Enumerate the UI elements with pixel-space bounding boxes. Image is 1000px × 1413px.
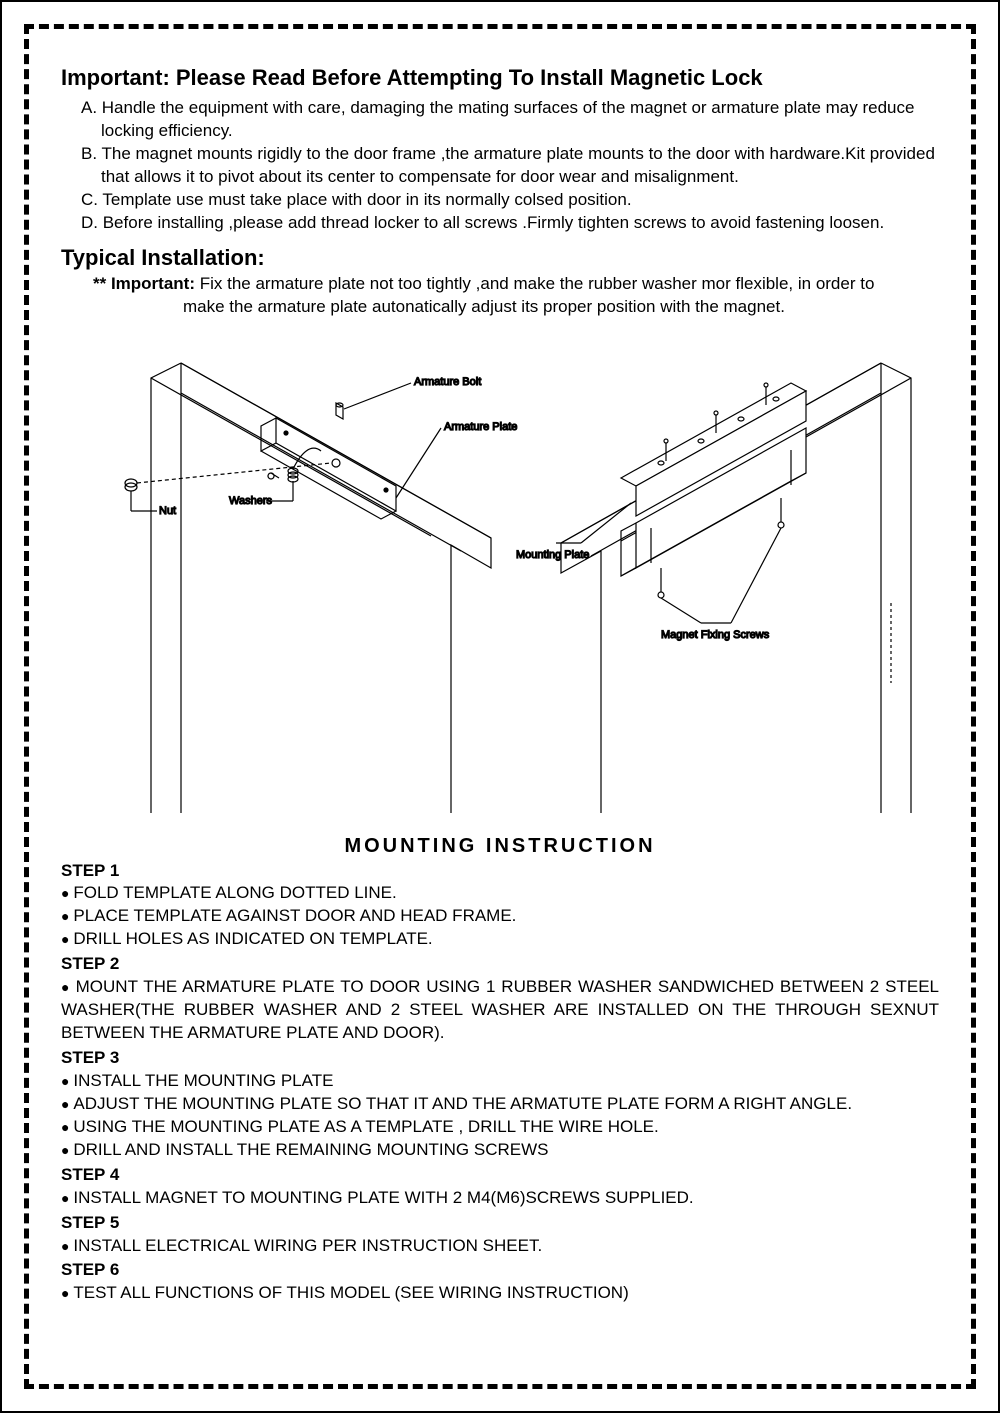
step1-item: DRILL HOLES AS INDICATED ON TEMPLATE. [61, 928, 939, 951]
step6-heading: STEP 6 [61, 1259, 939, 1282]
mounting-instruction-title: MOUNTING INSTRUCTION [61, 835, 939, 858]
label-magnet-fixing-screws: Magnet Fixing Screws [661, 629, 770, 641]
step1-heading: STEP 1 [61, 860, 939, 883]
installation-diagram: Armature Bolt Armature Plate Washers [61, 323, 939, 813]
step6-item: TEST ALL FUNCTIONS OF THIS MODEL (SEE WI… [61, 1282, 939, 1305]
step5-heading: STEP 5 [61, 1212, 939, 1235]
important-line1: Fix the armature plate not too tightly ,… [200, 274, 875, 293]
step3-heading: STEP 3 [61, 1047, 939, 1070]
dashed-frame: Important: Please Read Before Attempting… [24, 24, 976, 1389]
important-line2: make the armature plate autonatically ad… [93, 296, 939, 319]
step2-heading: STEP 2 [61, 953, 939, 976]
step3-item: DRILL AND INSTALL THE REMAINING MOUNTING… [61, 1139, 939, 1162]
step5-item: INSTALL ELECTRICAL WIRING PER INSTRUCTIO… [61, 1235, 939, 1258]
label-armature-plate: Armature Plate [444, 421, 517, 433]
diagram-svg: Armature Bolt Armature Plate Washers [61, 323, 941, 813]
main-title: Important: Please Read Before Attempting… [61, 65, 939, 91]
step3-item: USING THE MOUNTING PLATE AS A TEMPLATE ,… [61, 1116, 939, 1139]
step4-item: INSTALL MAGNET TO MOUNTING PLATE WITH 2 … [61, 1187, 939, 1210]
step2-item: MOUNT THE ARMATURE PLATE TO DOOR USING 1… [61, 976, 939, 1045]
step1-item: FOLD TEMPLATE ALONG DOTTED LINE. [61, 882, 939, 905]
important-label: ** Important: [93, 274, 195, 293]
label-nut: Nut [159, 505, 176, 517]
note-d: D. Before installing ,please add thread … [61, 212, 939, 235]
label-mounting-plate: Mounting Plate [516, 549, 589, 561]
step3-item: INSTALL THE MOUNTING PLATE [61, 1070, 939, 1093]
typical-installation-title: Typical Installation: [61, 245, 939, 271]
notes-block: A. Handle the equipment with care, damag… [61, 97, 939, 235]
page: Important: Please Read Before Attempting… [0, 0, 1000, 1413]
mounting-steps: STEP 1 FOLD TEMPLATE ALONG DOTTED LINE. … [61, 860, 939, 1306]
label-washers: Washers [229, 495, 272, 507]
step4-heading: STEP 4 [61, 1164, 939, 1187]
important-note: ** Important: Fix the armature plate not… [61, 273, 939, 319]
note-c: C. Template use must take place with doo… [61, 189, 939, 212]
note-a: A. Handle the equipment with care, damag… [61, 97, 939, 143]
label-armature-bolt: Armature Bolt [414, 376, 481, 388]
note-b: B. The magnet mounts rigidly to the door… [61, 143, 939, 189]
step3-item: ADJUST THE MOUNTING PLATE SO THAT IT AND… [61, 1093, 939, 1116]
step1-item: PLACE TEMPLATE AGAINST DOOR AND HEAD FRA… [61, 905, 939, 928]
